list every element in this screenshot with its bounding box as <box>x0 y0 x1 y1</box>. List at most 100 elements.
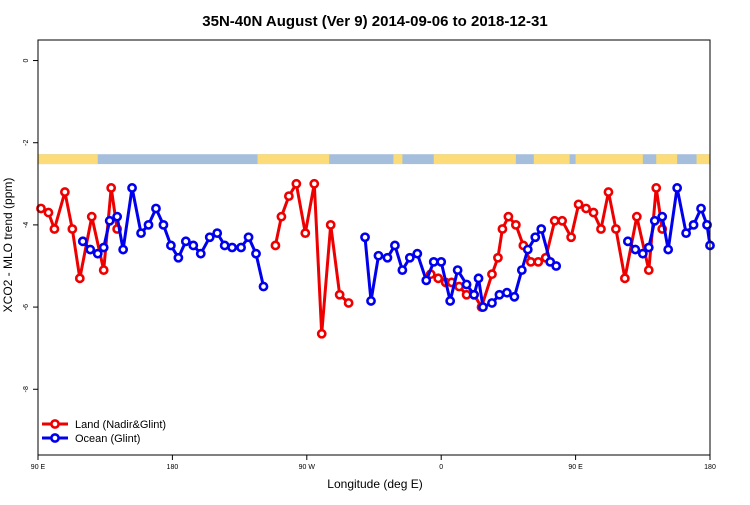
data-point-ocean <box>522 244 533 255</box>
data-point-land <box>603 187 614 197</box>
data-point-ocean <box>412 248 423 259</box>
data-point-ocean <box>421 275 432 286</box>
data-point-ocean <box>487 298 497 308</box>
data-point-land <box>493 252 503 263</box>
data-point-ocean <box>436 256 447 267</box>
data-point-land <box>573 199 584 210</box>
data-point-land <box>325 220 336 230</box>
data-point-ocean <box>85 244 96 255</box>
x-tick-label: 90 E <box>31 464 46 471</box>
data-point-ocean <box>188 240 199 251</box>
plot-frame <box>37 39 711 456</box>
data-point-ocean <box>390 240 400 251</box>
data-point-ocean <box>112 211 123 222</box>
data-point-ocean <box>195 248 206 259</box>
data-point-ocean <box>688 220 699 230</box>
y-tick-label: -4 <box>23 222 30 228</box>
series-line-ocean <box>626 186 712 256</box>
data-point-ocean <box>657 211 668 222</box>
data-point-ocean <box>236 242 246 253</box>
data-point-ocean <box>478 302 488 312</box>
data-point-ocean <box>530 232 541 243</box>
data-point-ocean <box>204 232 215 243</box>
data-point-land <box>106 183 117 193</box>
data-point-land <box>454 281 465 292</box>
data-point-land <box>549 215 560 226</box>
data-point-land <box>557 215 568 226</box>
data-point-land <box>309 178 320 189</box>
data-point-land <box>98 265 109 275</box>
data-point-land <box>334 289 345 300</box>
x-tick-label: 90 W <box>299 464 316 471</box>
data-point-ocean <box>77 236 88 247</box>
data-point-land <box>619 273 630 284</box>
data-point-land <box>270 240 281 251</box>
data-point-land <box>510 220 521 230</box>
data-point-land <box>300 228 311 239</box>
data-point-land <box>581 203 591 214</box>
chart-title: 35N-40N August (Ver 9) 2014-09-06 to 201… <box>202 13 547 30</box>
data-point-land <box>487 269 497 280</box>
y-tick-label: -6 <box>23 304 30 310</box>
data-point-land <box>611 224 621 234</box>
legend-marker <box>50 433 60 443</box>
ocean-strip <box>38 154 710 165</box>
legend-marker <box>50 419 60 429</box>
data-point-land <box>67 224 78 234</box>
data-point-ocean <box>445 296 456 306</box>
data-point-ocean <box>663 244 674 255</box>
data-point-ocean <box>404 252 415 263</box>
data-point-ocean <box>382 252 393 263</box>
data-point-ocean <box>143 220 154 230</box>
data-point-ocean <box>672 183 683 193</box>
data-point-land <box>433 273 444 284</box>
data-point-land <box>36 203 46 214</box>
x-tick-label: 180 <box>704 464 716 471</box>
data-point-ocean <box>551 261 562 271</box>
x-tick-label: 180 <box>167 464 179 471</box>
data-point-land <box>643 265 654 275</box>
data-point-land <box>276 211 287 222</box>
data-point-ocean <box>180 236 191 247</box>
data-point-land <box>566 232 577 243</box>
y-tick-label: 0 <box>23 58 30 62</box>
data-point-land <box>49 224 60 234</box>
land-strip-segment <box>696 154 710 165</box>
data-point-ocean <box>494 289 505 300</box>
data-point-ocean <box>158 220 169 230</box>
y-tick-label: -2 <box>23 140 30 146</box>
data-point-ocean <box>622 236 633 247</box>
data-point-land <box>525 256 536 267</box>
data-point-ocean <box>366 296 376 306</box>
data-point-ocean <box>127 183 137 193</box>
data-point-ocean <box>516 265 527 275</box>
data-point-ocean <box>360 232 370 243</box>
data-point-land <box>461 289 472 300</box>
data-point-ocean <box>452 265 463 275</box>
data-point-ocean <box>166 240 176 251</box>
data-point-ocean <box>637 248 648 259</box>
land-strip-segment <box>433 154 516 165</box>
data-point-ocean <box>469 289 479 300</box>
data-point-ocean <box>509 291 520 302</box>
data-point-ocean <box>92 248 103 259</box>
data-point-ocean <box>681 228 692 239</box>
data-point-land <box>283 191 294 202</box>
y-axis-label: XCO2 - MLO trend (ppm) <box>1 178 15 313</box>
y-tick-label: -8 <box>23 386 30 392</box>
plot-area: 90 E 180 90 W 0 90 E 180 0 -2 -4 -6 -8 Land (Nadir&… <box>23 39 716 471</box>
legend-label: Land (Nadir&Glint) <box>75 419 166 431</box>
data-point-land <box>59 187 70 197</box>
data-point-ocean <box>251 248 261 259</box>
data-point-land <box>74 273 85 284</box>
data-point-ocean <box>630 244 641 255</box>
data-point-ocean <box>98 242 109 253</box>
data-point-ocean <box>118 244 129 255</box>
data-point-land <box>86 211 97 222</box>
data-point-ocean <box>397 265 408 275</box>
land-strip-segment <box>575 154 643 165</box>
data-point-land <box>651 183 662 193</box>
data-point-land <box>503 211 514 222</box>
